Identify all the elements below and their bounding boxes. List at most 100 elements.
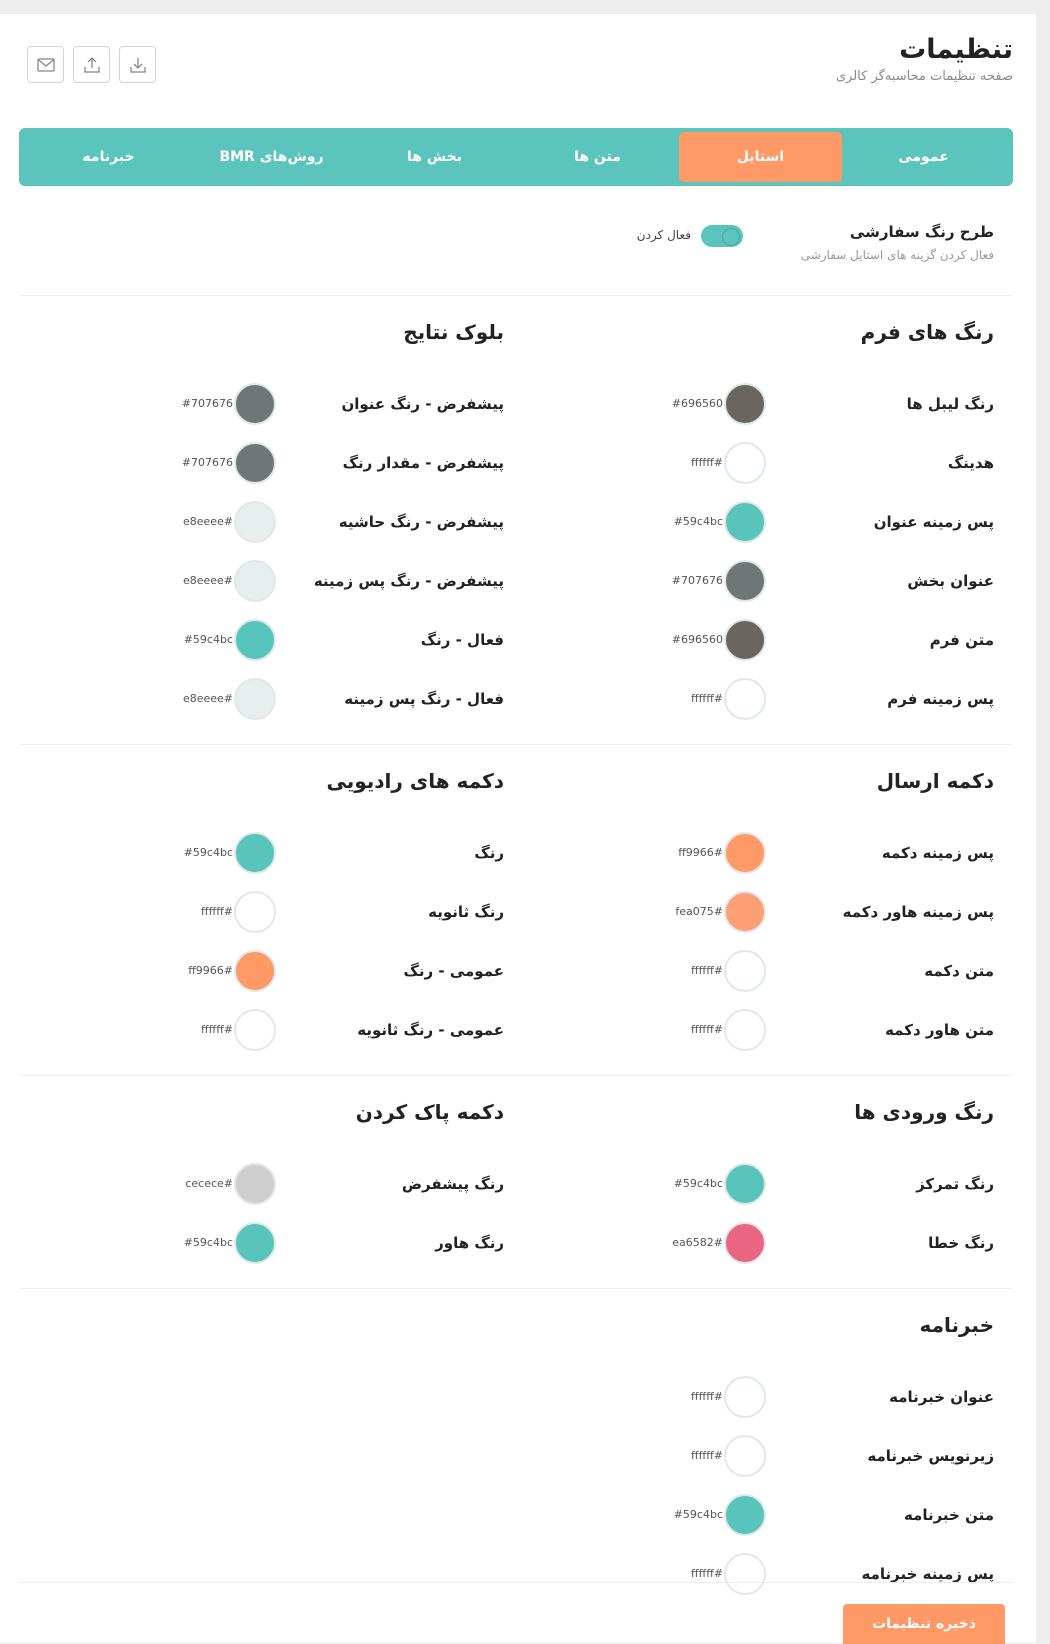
color-swatch[interactable] [234, 1008, 276, 1051]
color-value: #e8eeee [182, 515, 233, 528]
color-swatch[interactable] [724, 1008, 766, 1051]
toggle-description: فعال کردن گزینه های استایل سفارشی [800, 248, 994, 262]
setting-label: زیرنویس خبرنامه [867, 1446, 994, 1465]
color-setting: پس زمینه خبرنامه #ffffff [523, 1544, 994, 1603]
color-setting: پس زمینه فرم #ffffff [523, 669, 994, 728]
setting-label: پیشفرض - رنگ حاشیه [338, 512, 504, 531]
color-swatch[interactable] [234, 441, 276, 484]
tab[interactable]: خبرنامه [82, 149, 135, 165]
download-icon [129, 57, 146, 73]
toggle-switch[interactable] [701, 225, 743, 247]
setting-label: متن فرم [929, 630, 994, 649]
download-button[interactable] [119, 46, 156, 83]
setting-label: عنوان خبرنامه [889, 1387, 994, 1406]
color-value: #ea6582 [672, 1236, 723, 1249]
color-swatch[interactable] [234, 1221, 276, 1264]
color-swatch[interactable] [234, 500, 276, 543]
color-group: دکمه های رادیویی رنگ #59c4bc رنگ ثانویه #fff… [33, 759, 523, 1059]
color-swatch[interactable] [724, 500, 766, 543]
color-swatch[interactable] [234, 890, 276, 933]
color-value: #707676 [181, 397, 233, 410]
color-value: #ffffff [691, 1449, 723, 1462]
color-swatch[interactable] [724, 831, 766, 874]
color-setting: پس زمینه دکمه #ff9966 [523, 823, 994, 882]
color-swatch[interactable] [724, 1221, 766, 1264]
color-setting: فعال - رنگ پس زمینه #e8eeee [33, 669, 504, 728]
settings-card: تنظیمات صفحه تنظیمات محاسبه‌گر کالری عمو… [0, 14, 1036, 1644]
color-swatch[interactable] [234, 618, 276, 661]
color-group: دکمه ارسال پس زمینه دکمه #ff9966 پس زمینه ه… [523, 759, 1013, 1059]
setting-label: رنگ پیشفرض [401, 1174, 504, 1193]
setting-label: رنگ لیبل ها [906, 394, 994, 413]
group-title: رنگ ورودی ها [854, 1100, 994, 1124]
color-swatch[interactable] [724, 1493, 766, 1536]
color-swatch[interactable] [724, 1375, 766, 1418]
setting-label: پیشفرض - مقدار رنگ [342, 453, 504, 472]
color-setting: رنگ هاور #59c4bc [33, 1213, 504, 1272]
upload-button[interactable] [73, 46, 110, 83]
color-value: #ff9966 [678, 846, 723, 859]
color-value: #ff9966 [188, 964, 233, 977]
color-setting: پیشفرض - مقدار رنگ #707676 [33, 433, 504, 492]
color-value: #ffffff [691, 1567, 723, 1580]
color-swatch[interactable] [724, 949, 766, 992]
color-swatch[interactable] [234, 382, 276, 425]
save-button[interactable]: ذخیره تنظیمات [843, 1604, 1005, 1644]
color-setting: فعال - رنگ #59c4bc [33, 610, 504, 669]
color-swatch[interactable] [234, 677, 276, 720]
color-swatch[interactable] [724, 890, 766, 933]
tab[interactable]: متن ها [574, 149, 621, 165]
custom-color-toggle-row: طرح رنگ سفارشی فعال کردن گزینه های استای… [23, 211, 1013, 271]
toggle-title: طرح رنگ سفارشی [849, 223, 994, 241]
color-swatch[interactable] [234, 1162, 276, 1205]
color-swatch[interactable] [724, 1552, 766, 1595]
tab[interactable]: استایل [679, 132, 842, 182]
setting-label: پس زمینه هاور دکمه [842, 902, 994, 921]
color-value: #707676 [671, 574, 723, 587]
mail-icon [36, 57, 55, 72]
section-row: رنگ های فرم رنگ لیبل ها #696560 هدینگ #fffff… [19, 295, 1013, 744]
color-setting: رنگ تمرکز #59c4bc [523, 1154, 994, 1213]
color-swatch[interactable] [724, 1162, 766, 1205]
mail-button[interactable] [27, 46, 64, 83]
setting-label: پس زمینه دکمه [881, 843, 994, 862]
color-value: #e8eeee [182, 692, 233, 705]
color-value: #ffffff [201, 1023, 233, 1036]
setting-label: پیشفرض - رنگ پس زمینه [313, 571, 504, 590]
color-setting: عمومی - رنگ ثانویه #ffffff [33, 1000, 504, 1059]
color-value: #707676 [181, 456, 233, 469]
color-setting: زیرنویس خبرنامه #ffffff [523, 1426, 994, 1485]
color-swatch[interactable] [724, 441, 766, 484]
color-group: رنگ ورودی ها رنگ تمرکز #59c4bc رنگ خطا #ea65… [523, 1090, 1013, 1272]
setting-label: عنوان بخش [907, 571, 994, 590]
color-setting: رنگ ثانویه #ffffff [33, 882, 504, 941]
color-swatch[interactable] [234, 831, 276, 874]
group-title: دکمه پاک کردن [355, 1100, 504, 1124]
color-setting: متن خبرنامه #59c4bc [523, 1485, 994, 1544]
color-setting: رنگ پیشفرض #cecece [33, 1154, 504, 1213]
section-row: رنگ ورودی ها رنگ تمرکز #59c4bc رنگ خطا #ea65… [19, 1075, 1013, 1288]
color-setting: پیشفرض - رنگ حاشیه #e8eeee [33, 492, 504, 551]
setting-label: عمومی - رنگ ثانویه [357, 1020, 504, 1039]
color-swatch[interactable] [724, 618, 766, 661]
color-value: #ffffff [691, 692, 723, 705]
color-setting: عنوان بخش #707676 [523, 551, 994, 610]
tab-bar: عمومی استایل متن ها بخش ها روش‌های BMR خبرنام… [19, 128, 1013, 186]
section-row: خبرنامه عنوان خبرنامه #ffffff زیرنویس خبرنا… [19, 1288, 1013, 1619]
color-swatch[interactable] [724, 1434, 766, 1477]
color-value: #59c4bc [183, 846, 233, 859]
color-swatch[interactable] [724, 559, 766, 602]
tab[interactable]: بخش ها [407, 149, 462, 165]
tab[interactable]: روش‌های BMR [219, 149, 324, 165]
color-value: #ffffff [691, 456, 723, 469]
color-swatch[interactable] [724, 677, 766, 720]
color-setting: پس زمینه عنوان #59c4bc [523, 492, 994, 551]
color-swatch[interactable] [234, 559, 276, 602]
color-swatch[interactable] [724, 382, 766, 425]
upload-icon [83, 56, 100, 73]
tab[interactable]: عمومی [898, 149, 949, 165]
color-swatch[interactable] [234, 949, 276, 992]
color-setting: متن فرم #696560 [523, 610, 994, 669]
setting-label: فعال - رنگ پس زمینه [344, 689, 504, 708]
